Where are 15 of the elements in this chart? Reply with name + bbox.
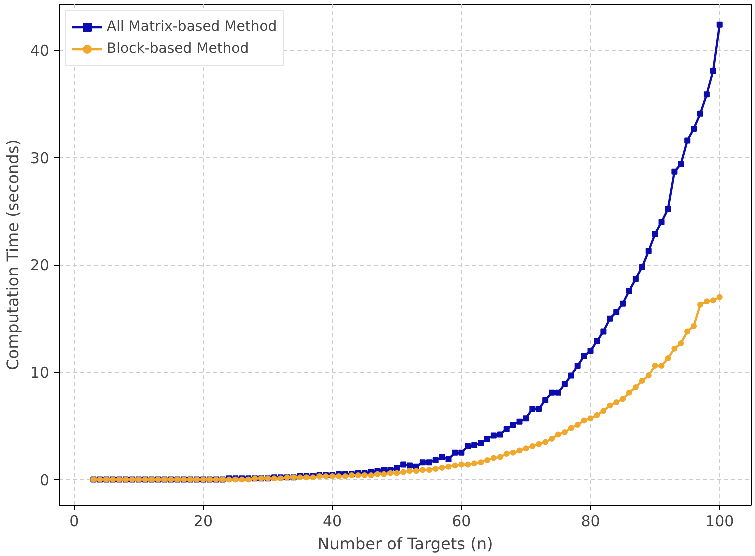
x-tick-label: 80 [581, 512, 600, 530]
x-tick-label: 100 [706, 512, 734, 530]
legend-label: Block-based Method [107, 41, 250, 57]
x-axis-title: Number of Targets (n) [318, 534, 494, 554]
y-tick-label: 0 [40, 471, 50, 490]
x-tick-label: 0 [70, 512, 80, 530]
y-tick-label: 40 [30, 42, 50, 60]
y-tick-label: 10 [30, 364, 50, 382]
y-axis-title: Computation Time (seconds) [3, 140, 22, 370]
y-tick-label: 30 [30, 149, 50, 168]
x-tick-label: 40 [323, 512, 342, 530]
x-tick-label: 20 [194, 512, 213, 530]
x-tick-label: 60 [452, 512, 472, 530]
legend-label: All Matrix-based Method [107, 19, 278, 35]
y-tick-label: 20 [30, 256, 50, 275]
